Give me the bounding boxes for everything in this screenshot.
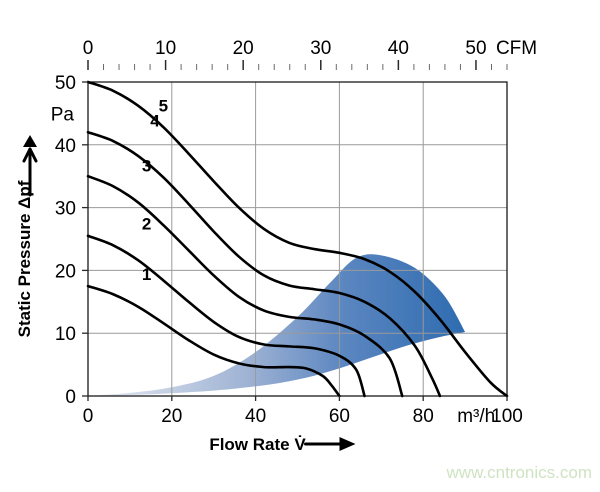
- y-axis-unit: Pa: [51, 104, 75, 125]
- top-tick-label-30: 30: [310, 38, 331, 59]
- curve-label-4: 4: [150, 112, 160, 131]
- top-tick-label-50: 50: [465, 38, 486, 59]
- y-axis-title: Static Pressure Δpf: [15, 180, 34, 337]
- y-axis-arrow-icon: [22, 147, 38, 197]
- y-axis-arrowhead-icon: [23, 135, 37, 147]
- ytick-label-10: 10: [55, 324, 76, 345]
- top-tick-label-0: 0: [83, 38, 94, 59]
- xtick-label-0: 0: [83, 406, 94, 427]
- fan-curve-1: [86, 284, 341, 398]
- top-tick-label-20: 20: [233, 38, 254, 59]
- ytick-label-50: 50: [55, 73, 76, 94]
- plot-frame: [87, 81, 508, 397]
- xtick-label-80: 80: [413, 406, 434, 427]
- curve-label-3: 3: [142, 156, 151, 175]
- ytick-label-40: 40: [55, 136, 76, 157]
- top-tick-label-40: 40: [388, 38, 409, 59]
- curve-label-1: 1: [142, 265, 151, 284]
- x-axis-unit: m³/h: [457, 406, 495, 427]
- top-tick-label-10: 10: [155, 38, 176, 59]
- xtick-label-20: 20: [161, 406, 182, 427]
- top-axis-unit: CFM: [496, 38, 537, 59]
- xtick-label-100: 100: [491, 406, 523, 427]
- curve-label-2: 2: [142, 215, 151, 234]
- watermark-text: www.cntronics.com: [446, 463, 592, 482]
- fan-curve-4: [86, 130, 442, 398]
- fan-curve-5: [86, 80, 509, 398]
- x-axis-title: Flow Rate V̇: [209, 435, 306, 454]
- xtick-label-40: 40: [245, 406, 266, 427]
- x-axis-arrowhead-icon: [339, 437, 356, 451]
- xtick-label-60: 60: [329, 406, 350, 427]
- curve-label-5: 5: [159, 97, 168, 116]
- ytick-label-20: 20: [55, 261, 76, 282]
- fan-curve-2: [86, 234, 366, 398]
- ytick-label-0: 0: [65, 387, 76, 408]
- ytick-label-30: 30: [55, 199, 76, 220]
- operating-band-region: [88, 254, 466, 396]
- fan-curve-3: [86, 174, 404, 398]
